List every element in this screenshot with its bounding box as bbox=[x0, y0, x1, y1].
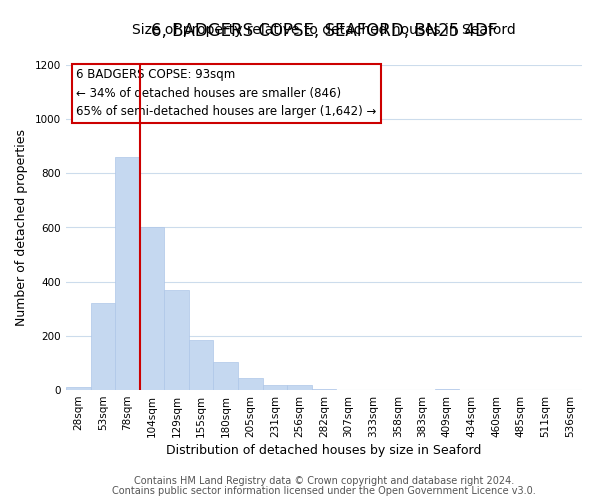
Bar bbox=[91, 304, 115, 390]
Text: 6 BADGERS COPSE: 93sqm
← 34% of detached houses are smaller (846)
65% of semi-de: 6 BADGERS COPSE: 93sqm ← 34% of detached… bbox=[76, 68, 377, 118]
Bar bbox=[287, 384, 312, 390]
Text: Contains public sector information licensed under the Open Government Licence v3: Contains public sector information licen… bbox=[112, 486, 536, 496]
Title: Size of property relative to detached houses in Seaford: Size of property relative to detached ho… bbox=[132, 24, 516, 38]
Bar bbox=[164, 290, 189, 390]
Bar bbox=[434, 388, 459, 390]
Bar bbox=[115, 157, 140, 390]
Y-axis label: Number of detached properties: Number of detached properties bbox=[15, 129, 28, 326]
X-axis label: Distribution of detached houses by size in Seaford: Distribution of detached houses by size … bbox=[166, 444, 482, 457]
Bar bbox=[312, 388, 336, 390]
Bar bbox=[238, 378, 263, 390]
Bar bbox=[189, 340, 214, 390]
Bar bbox=[140, 228, 164, 390]
Bar bbox=[214, 362, 238, 390]
Text: 6, BADGERS COPSE, SEAFORD, BN25 4DF: 6, BADGERS COPSE, SEAFORD, BN25 4DF bbox=[151, 22, 497, 40]
Text: Contains HM Land Registry data © Crown copyright and database right 2024.: Contains HM Land Registry data © Crown c… bbox=[134, 476, 514, 486]
Bar bbox=[263, 384, 287, 390]
Bar bbox=[66, 388, 91, 390]
